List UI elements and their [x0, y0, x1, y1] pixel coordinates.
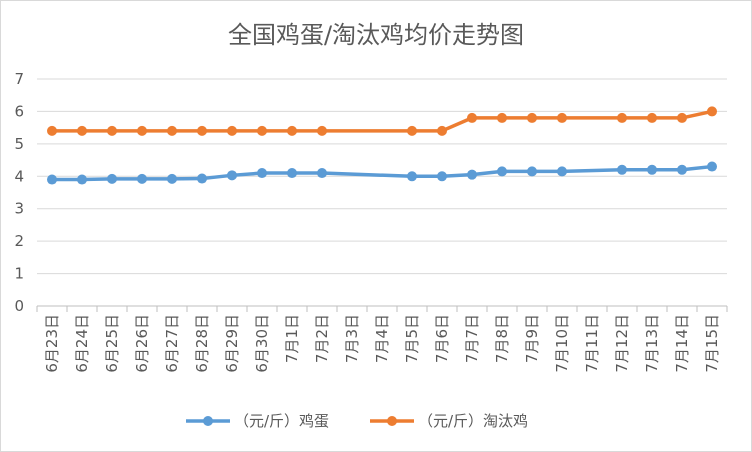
data-point — [47, 174, 57, 185]
x-tick-label: 7月11日 — [583, 314, 601, 373]
x-tick-label: 6月23日 — [43, 314, 61, 373]
x-tick-label: 7月8日 — [493, 314, 511, 363]
x-tick-label: 7月7日 — [463, 314, 481, 363]
legend-marker — [387, 416, 397, 426]
data-point — [107, 173, 117, 184]
data-point — [707, 161, 717, 172]
data-point — [647, 164, 657, 175]
x-tick-label: 7月9日 — [523, 314, 541, 363]
data-point — [317, 168, 327, 179]
data-point — [257, 125, 267, 136]
y-tick-label: 5 — [14, 135, 24, 153]
data-point — [677, 112, 687, 123]
data-point — [497, 112, 507, 123]
x-tick-label: 7月1日 — [283, 314, 301, 363]
x-tick-label: 7月13日 — [643, 314, 661, 373]
x-tick-label: 6月27日 — [163, 314, 181, 373]
data-point — [497, 166, 507, 177]
x-tick-label: 7月15日 — [703, 314, 721, 373]
data-point — [197, 125, 207, 136]
data-point — [227, 125, 237, 136]
data-point — [287, 125, 297, 136]
data-point — [47, 125, 57, 136]
data-point — [677, 164, 687, 175]
data-point — [317, 125, 327, 136]
data-point — [437, 171, 447, 182]
x-tick-label: 7月12日 — [613, 314, 631, 373]
x-tick-label: 7月3日 — [343, 314, 361, 363]
legend-label: （元/斤）淘汰鸡 — [418, 412, 528, 430]
x-tick-label: 7月10日 — [553, 314, 571, 373]
data-point — [107, 125, 117, 136]
y-tick-label: 4 — [14, 167, 24, 185]
data-point — [467, 169, 477, 180]
data-point — [407, 125, 417, 136]
data-point — [617, 112, 627, 123]
data-point — [527, 112, 537, 123]
y-tick-label: 2 — [14, 232, 24, 250]
data-point — [527, 166, 537, 177]
series-line — [50, 109, 714, 133]
legend-marker — [203, 416, 213, 426]
data-point — [407, 171, 417, 182]
data-point — [167, 173, 177, 184]
x-tick-label: 6月24日 — [73, 314, 91, 373]
data-point — [437, 125, 447, 136]
data-point — [707, 106, 717, 117]
series-line — [50, 164, 714, 182]
y-tick-label: 7 — [14, 70, 24, 88]
data-point — [287, 168, 297, 179]
y-tick-label: 1 — [14, 265, 24, 283]
x-tick-label: 7月4日 — [373, 314, 391, 363]
data-point — [647, 112, 657, 123]
y-tick-label: 0 — [14, 297, 24, 315]
x-tick-label: 7月6日 — [433, 314, 451, 363]
x-tick-label: 6月26日 — [133, 314, 151, 373]
data-point — [257, 168, 267, 179]
x-tick-label: 6月30日 — [253, 314, 271, 373]
data-point — [77, 125, 87, 136]
data-point — [227, 170, 237, 181]
x-tick-label: 7月5日 — [403, 314, 421, 363]
x-tick-label: 6月29日 — [223, 314, 241, 373]
data-point — [557, 166, 567, 177]
x-tick-label: 7月2日 — [313, 314, 331, 363]
data-point — [467, 112, 477, 123]
x-tick-label: 6月25日 — [103, 314, 121, 373]
data-point — [617, 164, 627, 175]
y-tick-label: 6 — [14, 102, 24, 120]
data-point — [137, 173, 147, 184]
data-point — [137, 125, 147, 136]
y-tick-label: 3 — [14, 200, 24, 218]
data-point — [197, 173, 207, 184]
chart-title: 全国鸡蛋/淘汰鸡均价走势图 — [227, 21, 525, 49]
data-point — [167, 125, 177, 136]
legend-label: （元/斤）鸡蛋 — [234, 412, 329, 430]
data-point — [557, 112, 567, 123]
x-tick-label: 7月14日 — [673, 314, 691, 373]
x-tick-label: 6月28日 — [193, 314, 211, 373]
data-point — [77, 174, 87, 185]
